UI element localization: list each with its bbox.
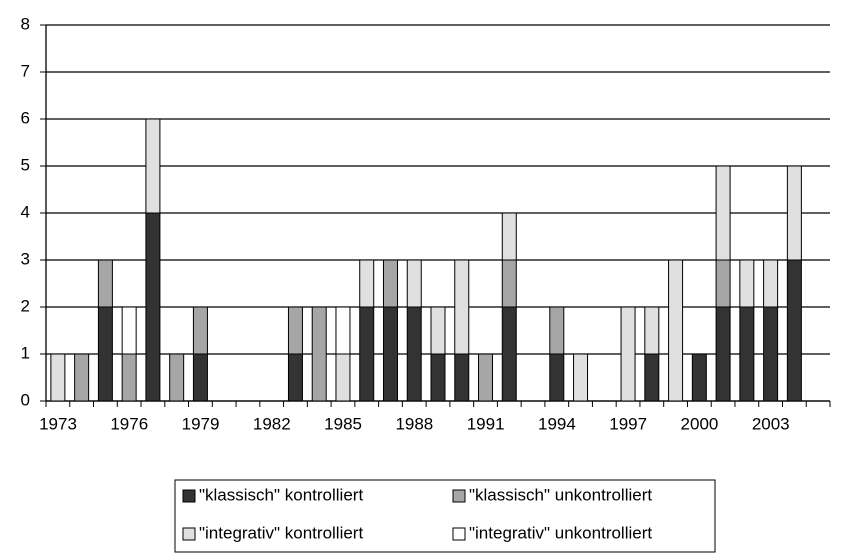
bar: [644, 353, 660, 402]
bar: [691, 353, 707, 402]
x-tick-label: 1997: [609, 414, 647, 433]
bar: [454, 259, 470, 355]
bar: [121, 306, 137, 355]
bar: [739, 259, 755, 308]
bar: [763, 259, 779, 308]
x-tick-label: 1979: [182, 414, 220, 433]
legend-swatch: [452, 489, 466, 503]
y-tick-label: 0: [21, 390, 30, 409]
bar: [121, 353, 137, 402]
y-tick-label: 2: [21, 296, 30, 315]
legend-swatch: [182, 489, 196, 503]
x-tick-label: 1991: [467, 414, 505, 433]
y-tick-label: 4: [21, 202, 30, 221]
bar: [715, 165, 731, 261]
bar: [145, 118, 161, 214]
bar: [97, 306, 113, 402]
bar: [549, 353, 565, 402]
bar: [97, 259, 113, 308]
legend-label: "klassisch" unkontrolliert: [469, 485, 652, 504]
bar: [786, 259, 802, 402]
bar: [192, 353, 208, 402]
bar: [430, 306, 446, 355]
bar: [311, 306, 327, 402]
x-tick-label: 2003: [752, 414, 790, 433]
y-tick-label: 8: [21, 14, 30, 33]
legend-label: "klassisch" kontrolliert: [199, 485, 363, 504]
bar: [335, 353, 351, 402]
bar: [644, 306, 660, 355]
bar: [620, 306, 636, 402]
x-tick-label: 1982: [253, 414, 291, 433]
legend-label: "integrativ" unkontrolliert: [469, 523, 652, 542]
legend-label: "integrativ" kontrolliert: [199, 523, 363, 542]
bar: [169, 353, 185, 402]
bar: [668, 259, 684, 402]
y-tick-label: 7: [21, 61, 30, 80]
legend-swatch: [182, 527, 196, 541]
x-tick-label: 1994: [538, 414, 576, 433]
bar: [786, 165, 802, 261]
bar: [382, 259, 398, 308]
y-tick-label: 3: [21, 249, 30, 268]
x-tick-label: 1973: [39, 414, 77, 433]
bar: [74, 353, 90, 402]
bar: [50, 353, 66, 402]
bar: [287, 353, 303, 402]
bar: [763, 306, 779, 402]
bar: [549, 306, 565, 355]
bar: [145, 212, 161, 402]
legend-box: [174, 479, 716, 553]
bar: [573, 353, 589, 402]
bar: [406, 259, 422, 308]
bar: [501, 306, 517, 402]
bar: [359, 306, 375, 402]
bar: [739, 306, 755, 402]
bar: [430, 353, 446, 402]
y-tick-label: 6: [21, 108, 30, 127]
bar: [478, 353, 494, 402]
bar: [382, 306, 398, 402]
legend-swatch: [452, 527, 466, 541]
bar: [501, 259, 517, 308]
x-tick-label: 1988: [395, 414, 433, 433]
bar: [406, 306, 422, 402]
bar: [454, 353, 470, 402]
bar: [287, 306, 303, 355]
x-tick-label: 1976: [110, 414, 148, 433]
bar: [335, 306, 351, 355]
x-tick-label: 2000: [681, 414, 719, 433]
bar: [192, 306, 208, 355]
y-tick-label: 5: [21, 155, 30, 174]
bar: [715, 306, 731, 402]
bar: [359, 259, 375, 308]
bar: [715, 259, 731, 308]
x-tick-label: 1985: [324, 414, 362, 433]
y-tick-label: 1: [21, 343, 30, 362]
bar: [501, 212, 517, 261]
